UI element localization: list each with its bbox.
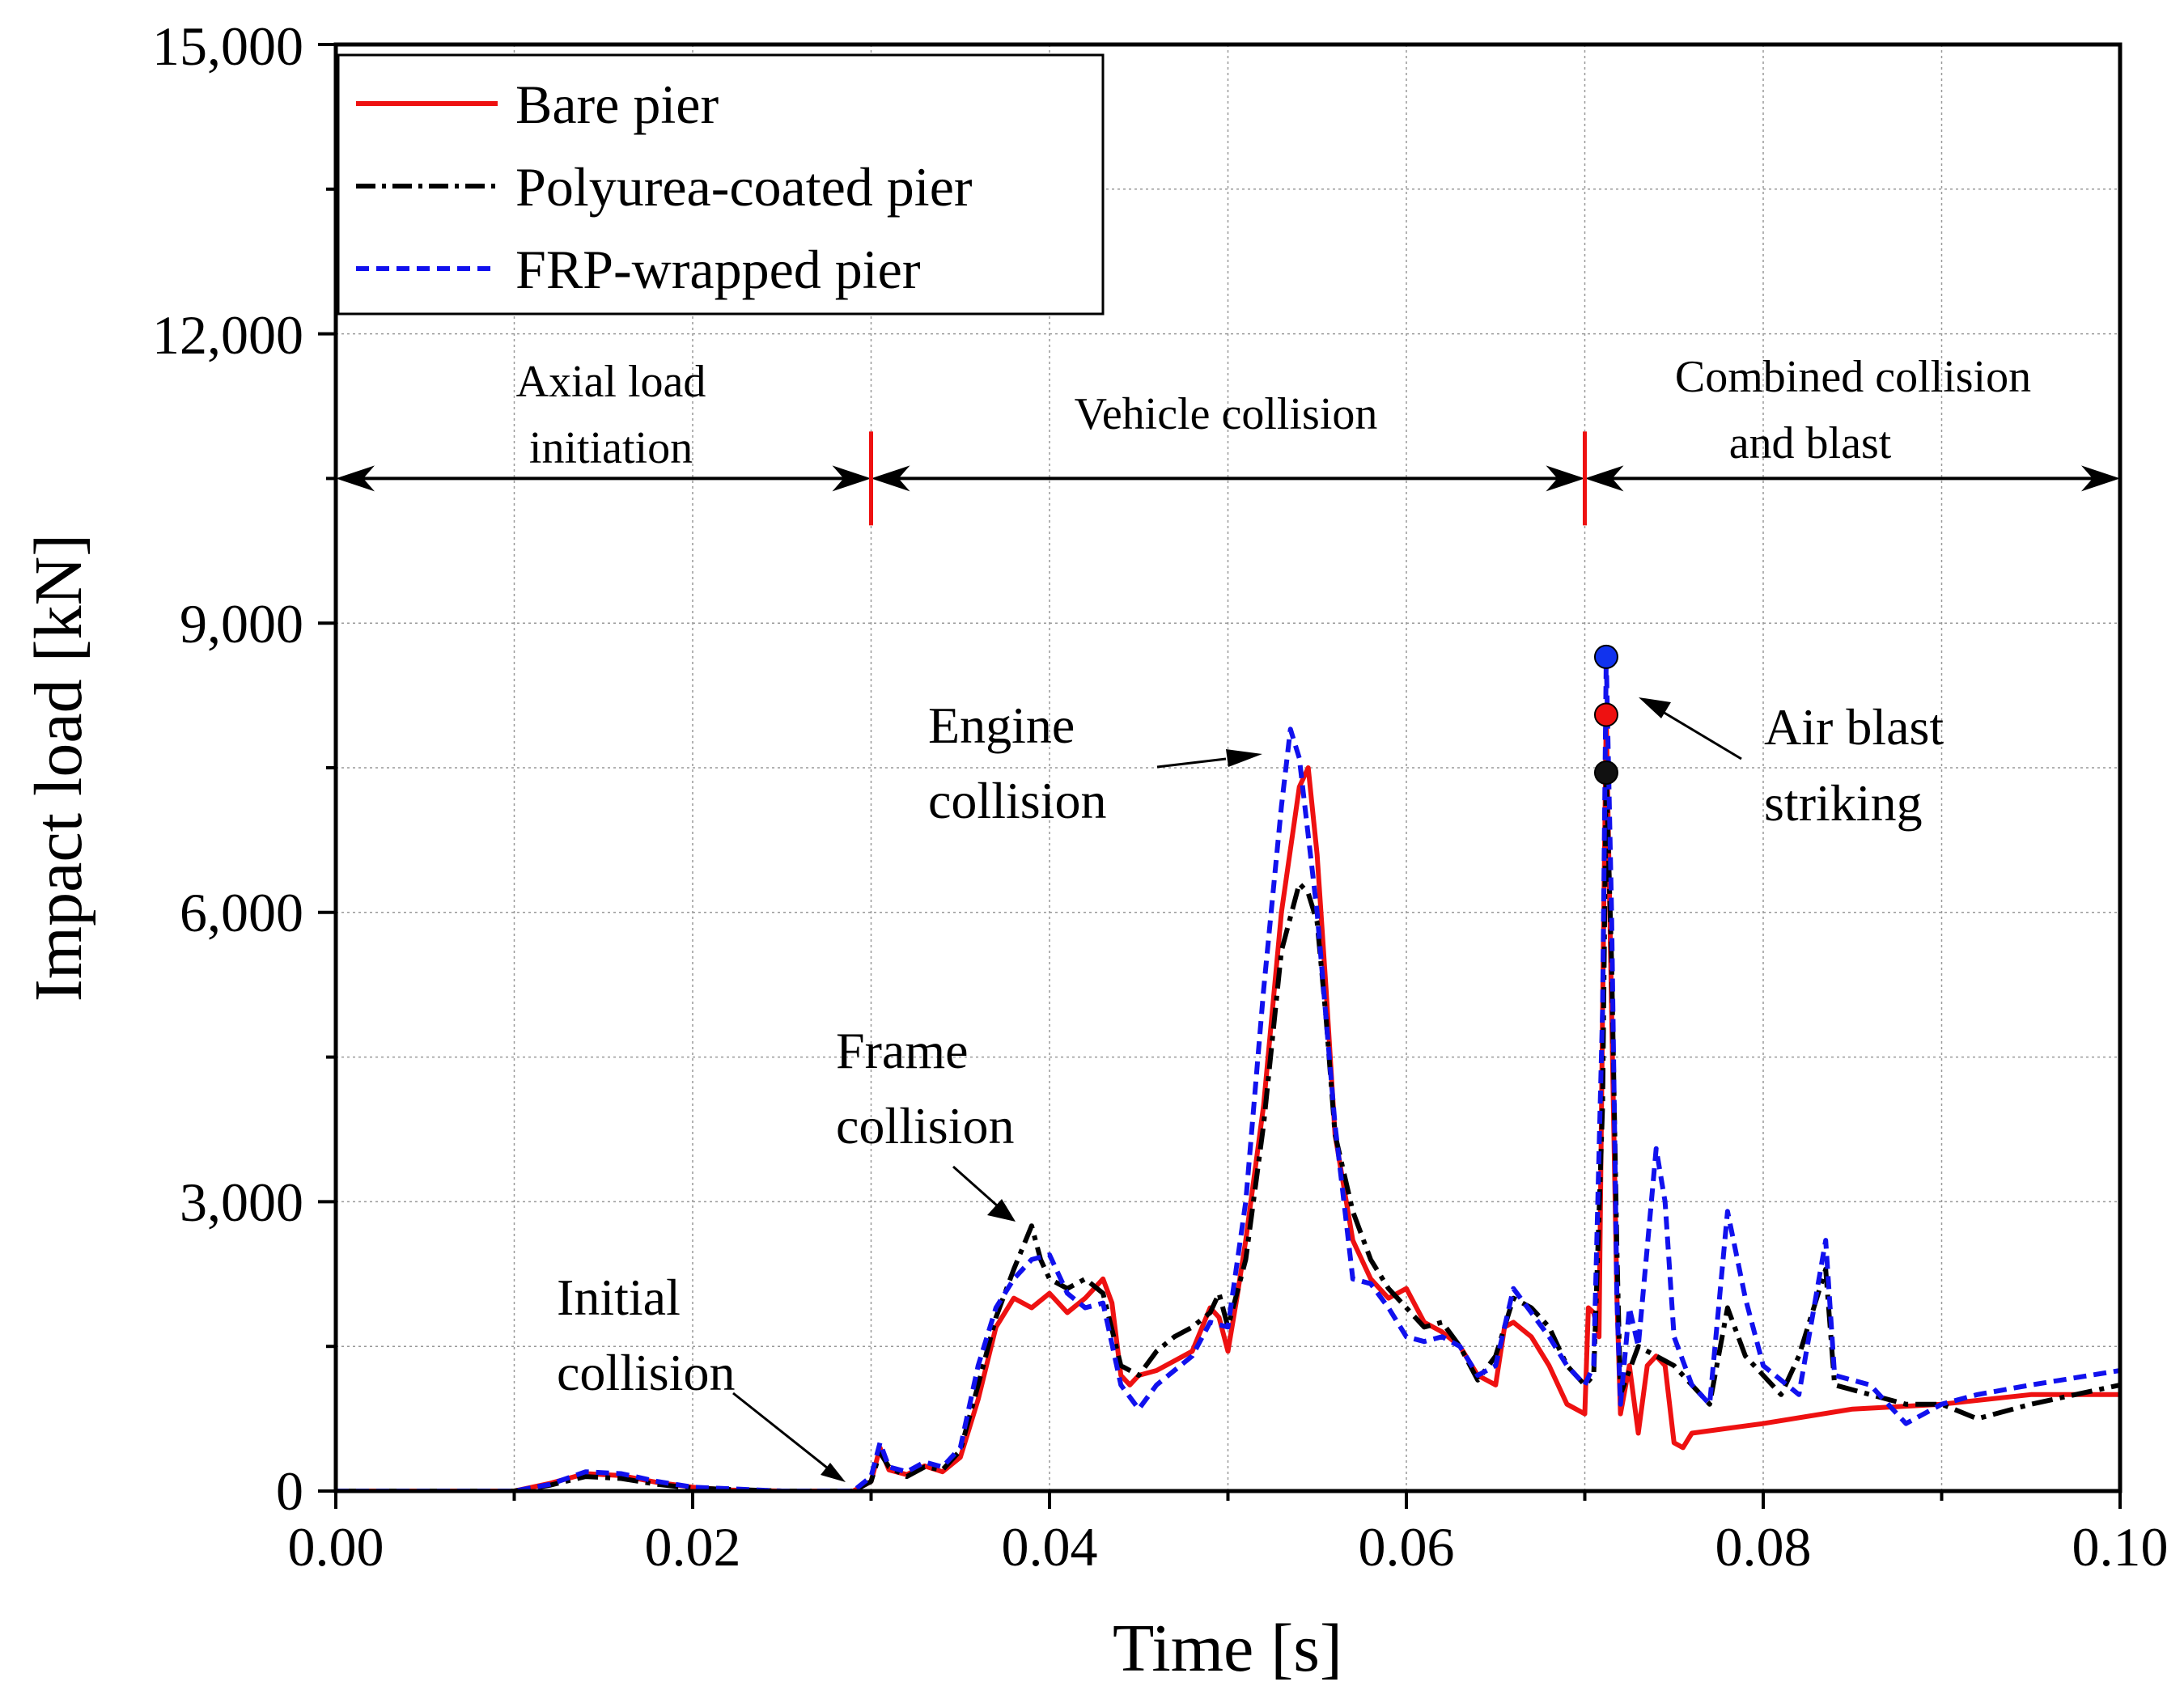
annotation-frame-collision: collision bbox=[836, 1097, 1014, 1154]
phase-arrowhead bbox=[1546, 465, 1585, 492]
phase-label-combined: Combined collision bbox=[1675, 352, 2031, 402]
phase-arrowhead bbox=[2081, 465, 2120, 492]
series-lines bbox=[336, 654, 2120, 1491]
x-tick-label: 0.04 bbox=[1002, 1516, 1098, 1578]
phase-indicators bbox=[336, 431, 2120, 526]
series-line-frp-wrapped-pier bbox=[336, 654, 2120, 1491]
y-tick-label: 6,000 bbox=[180, 882, 303, 943]
peak-marker bbox=[1593, 644, 1618, 669]
annotation-arrow-blast bbox=[1662, 710, 1742, 760]
y-tick-label: 0 bbox=[276, 1460, 303, 1522]
annotation-engine-collision: collision bbox=[928, 772, 1106, 829]
annotation-initial-collision: Initial bbox=[557, 1269, 681, 1326]
y-tick-label: 15,000 bbox=[152, 15, 303, 77]
annotation-air-blast: Air blast bbox=[1764, 698, 1944, 756]
annotation-engine-collision: Engine bbox=[928, 697, 1075, 754]
legend: Bare pier Polyurea-coated pier FRP-wrapp… bbox=[337, 53, 1105, 316]
y-axis-title: Impact load [kN] bbox=[21, 534, 96, 1002]
phase-label-axial: initiation bbox=[529, 423, 693, 473]
plot-frame bbox=[333, 42, 2123, 1493]
annotation-arrow-initial bbox=[732, 1392, 836, 1476]
y-tick-label: 3,000 bbox=[180, 1171, 303, 1233]
x-tick-label: 0.06 bbox=[1359, 1516, 1455, 1578]
legend-label: Polyurea-coated pier bbox=[515, 156, 973, 218]
legend-label: Bare pier bbox=[515, 74, 719, 135]
x-tick-label: 0.02 bbox=[645, 1516, 741, 1578]
annotation-arrowhead-blast bbox=[1639, 697, 1671, 718]
x-tick-label: 0.10 bbox=[2072, 1516, 2169, 1578]
annotation-arrowhead-frame bbox=[987, 1199, 1016, 1222]
x-tick-label: 0.08 bbox=[1715, 1516, 1812, 1578]
x-axis-title: Time [s] bbox=[1113, 1611, 1342, 1686]
peak-marker bbox=[1593, 760, 1618, 785]
y-tick-label: 9,000 bbox=[180, 593, 303, 655]
annotations: Initial collision Frame collision Engine… bbox=[557, 697, 1944, 1482]
phase-label-combined: and blast bbox=[1729, 418, 1892, 468]
peak-marker bbox=[1593, 702, 1618, 727]
phase-arrowhead bbox=[1584, 465, 1624, 492]
x-tick-label: 0.00 bbox=[288, 1516, 384, 1578]
phase-label-axial: Axial load bbox=[516, 357, 706, 407]
legend-label: FRP-wrapped pier bbox=[515, 239, 921, 300]
phase-label-vehicle: Vehicle collision bbox=[1075, 389, 1378, 439]
annotation-initial-collision: collision bbox=[557, 1344, 735, 1401]
y-tick-label: 12,000 bbox=[152, 304, 303, 366]
phase-arrowhead bbox=[832, 465, 871, 492]
peak-markers bbox=[1593, 644, 1618, 785]
annotation-frame-collision: Frame bbox=[836, 1022, 969, 1079]
phase-arrowhead bbox=[871, 465, 910, 492]
annotation-arrowhead-initial bbox=[821, 1463, 846, 1482]
annotation-arrow-frame bbox=[952, 1165, 998, 1207]
annotation-arrow-engine bbox=[1156, 757, 1227, 769]
annotation-arrowhead-engine bbox=[1226, 749, 1262, 767]
annotation-air-blast: striking bbox=[1764, 774, 1923, 832]
phase-arrowhead bbox=[336, 465, 375, 492]
